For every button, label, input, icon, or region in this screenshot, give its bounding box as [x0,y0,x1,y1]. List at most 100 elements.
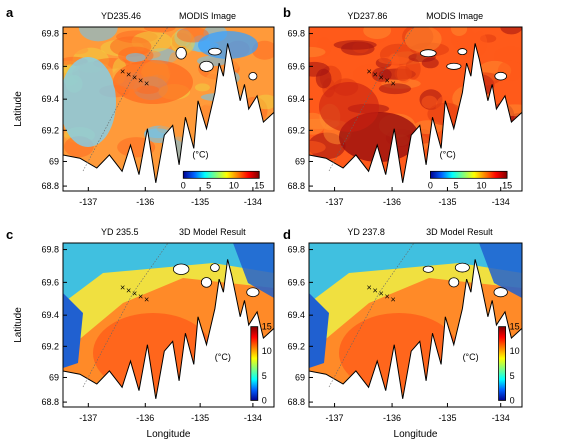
station-marker: × [391,295,396,305]
temperature-patch [309,46,326,58]
panel-letter: a [6,5,14,20]
boundary-line [328,27,415,172]
temperature-patch [78,27,118,42]
panel-title-source: 3D Model Result [179,227,246,237]
y-tick-label: 69.8 [41,29,59,39]
island [446,62,462,70]
panel-title-day: YD237.86 [347,11,387,21]
temperature-patch [405,57,421,80]
island [248,72,258,81]
panel-a: × × × × ×YD235.46 MODIS Imagea69.869.669.469.… [6,5,275,207]
y-tick-label: 69.6 [287,277,305,287]
panel-title-day: YD 235.5 [101,227,139,237]
panel-d: × × × × ×YD 237.8 3D Model Resultd69.869.669.… [283,227,523,440]
plot-frame [62,26,275,192]
temperature-patch [378,56,410,65]
colorbar-unit: (°C) [440,149,456,159]
land-mass [309,259,522,407]
temperature-patch [66,45,89,55]
y-tick-label: 69.8 [287,29,305,39]
map-field: × × × × × [309,243,522,407]
island [199,60,214,72]
colorbar [250,326,259,401]
island [208,47,222,56]
x-tick-label: -136 [136,413,154,423]
panel-title-source: 3D Model Result [426,227,493,237]
temperature-patch [309,140,326,154]
y-tick-label: 69.2 [41,125,59,135]
station-marker: × [367,67,372,77]
y-axis-label: Latitude [13,307,24,343]
station-marker: × [373,70,378,80]
land-mass [309,43,522,191]
x-tick-label: -134 [492,197,510,207]
temperature-patch [371,67,392,82]
plot-frame [62,242,275,408]
station-marker: × [144,295,149,305]
cold-water-patch [63,57,116,147]
y-tick-label: 69.8 [287,245,305,255]
x-tick-label: -136 [383,197,401,207]
panel-letter: d [283,227,291,242]
station-marker: × [126,286,131,296]
island [175,46,187,60]
y-tick-label: 69.6 [41,277,59,287]
y-tick-label: 69.4 [41,94,59,104]
station-marker: × [385,76,390,86]
boundary-line [82,27,169,172]
island [422,265,434,273]
temperature-patch [421,95,438,109]
temperature-patch [404,27,442,53]
island [457,48,468,56]
map-field: × × × × × [63,27,274,191]
station-marker: × [126,70,131,80]
panel-title-source: MODIS Image [426,11,483,21]
station-marker: × [120,283,125,293]
temperature-patch [109,36,152,57]
y-tick-label: 69.6 [287,61,305,71]
island [246,287,260,298]
x-tick-label: -137 [79,413,97,423]
y-tick-label: 69 [49,156,59,166]
y-tick-label: 69 [49,372,59,382]
x-tick-label: -136 [383,413,401,423]
island [494,71,507,81]
colorbar [498,326,506,401]
map-field: × × × × × [63,243,274,407]
temperature-patch [309,61,330,77]
station-marker: × [144,79,149,89]
y-tick-label: 69.4 [287,94,305,104]
colorbar-tick-label: 15 [262,322,272,332]
y-tick-label: 69.2 [287,125,305,135]
colorbar-tick-label: 0 [181,180,186,190]
x-axis-label: Longitude [394,429,438,440]
x-tick-label: -135 [438,197,456,207]
colorbar-unit: (°C) [463,352,479,362]
temperature-patch [421,57,439,69]
x-tick-label: -134 [492,413,510,423]
island [493,287,508,298]
land-mass [63,259,274,407]
x-tick-label: -135 [191,197,209,207]
panel-b: × × × × ×YD237.86 MODIS Imageb69.869.669.469.… [283,5,523,207]
y-tick-label: 69.8 [41,245,59,255]
colorbar-tick-label: 10 [262,346,272,356]
y-tick-label: 68.8 [287,397,305,407]
y-tick-label: 68.8 [287,181,305,191]
colorbar-tick-label: 15 [510,322,520,332]
colorbar-tick-label: 5 [510,371,515,381]
island [210,263,220,272]
y-tick-label: 69 [295,156,305,166]
panel-letter: c [6,227,13,242]
temperature-patch [194,83,210,92]
colorbar-tick-label: 10 [510,346,520,356]
temperature-patch [333,40,377,50]
y-axis-label: Latitude [13,91,24,127]
x-tick-label: -135 [191,413,209,423]
station-marker: × [132,73,137,83]
station-marker: × [138,292,143,302]
station-marker: × [373,286,378,296]
land-mass [63,43,274,191]
colorbar-unit: (°C) [215,352,231,362]
